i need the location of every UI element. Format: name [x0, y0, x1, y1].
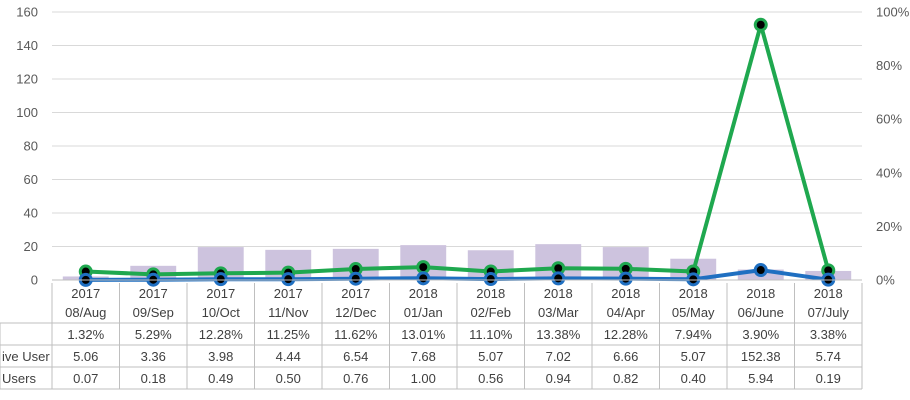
table-cell-value: 3.90% — [742, 327, 779, 342]
table-cell-value: 3.36 — [141, 349, 166, 364]
table-cell-value: 12.28% — [199, 327, 244, 342]
line-series — [78, 17, 836, 287]
line-point — [551, 271, 566, 286]
category-year-label: 2018 — [544, 286, 573, 301]
line-point — [483, 272, 498, 287]
y-left-tick-label: 60 — [24, 172, 38, 187]
category-month-label: 11/Nov — [268, 305, 309, 320]
category-year-label: 2017 — [139, 286, 168, 301]
table-cell-value: 13.01% — [401, 327, 446, 342]
table-cell-value: 4.44 — [276, 349, 301, 364]
table-cell-value: 0.82 — [613, 371, 638, 386]
line-point — [686, 272, 701, 287]
y-left-tick-label: 80 — [24, 139, 38, 154]
table-cell-value: 6.54 — [343, 349, 368, 364]
line-point — [416, 260, 431, 275]
y-left-tick-label: 140 — [16, 38, 38, 53]
table-cell-value: 0.18 — [141, 371, 166, 386]
table-cell-value: 0.76 — [343, 371, 368, 386]
category-month-label: 05/May — [672, 305, 715, 320]
line-point — [753, 263, 768, 278]
table-cell-value: 12.28% — [604, 327, 649, 342]
y-right-tick-label: 60% — [876, 112, 902, 127]
category-month-label: 10/Oct — [202, 305, 241, 320]
table-cell-value: 11.25% — [267, 327, 311, 342]
table-cell-value: 6.66 — [613, 349, 638, 364]
table-cell-value: 5.29% — [135, 327, 172, 342]
table-cell-value: 152.38 — [741, 349, 781, 364]
table-cell-value: 0.49 — [208, 371, 233, 386]
category-month-label: 02/Feb — [471, 305, 511, 320]
category-month-label: 06/June — [738, 305, 784, 320]
category-year-label: 2018 — [409, 286, 438, 301]
series-line — [85, 268, 829, 282]
line-point — [213, 272, 228, 287]
category-month-label: 03/Mar — [538, 305, 579, 320]
table-cell-value: 0.94 — [546, 371, 571, 386]
category-year-label: 2017 — [274, 286, 303, 301]
table-cell-value: 13.38% — [536, 327, 581, 342]
category-year-label: 2017 — [71, 286, 100, 301]
table-cell-value: 11.62% — [334, 327, 378, 342]
category-year-label: 2018 — [814, 286, 843, 301]
category-year-label: 2018 — [679, 286, 708, 301]
table-cell-value: 0.50 — [276, 371, 301, 386]
table-cell-value: 5.07 — [478, 349, 503, 364]
table-cell-value: 11.10% — [469, 327, 513, 342]
y-left-tick-label: 160 — [16, 5, 38, 20]
table-row-label: ive User — [2, 349, 50, 364]
y-left-tick-label: 120 — [16, 72, 38, 87]
table-cell-value: 0.40 — [681, 371, 706, 386]
y-left-tick-label: 20 — [24, 239, 38, 254]
table-cell-value: 7.94% — [675, 327, 712, 342]
table-cell-value: 0.07 — [73, 371, 98, 386]
gridlines — [52, 11, 862, 247]
table-row-label: Users — [2, 371, 36, 386]
table-cell-value: 5.07 — [681, 349, 706, 364]
category-year-label: 2017 — [341, 286, 370, 301]
category-year-label: 2018 — [746, 286, 775, 301]
category-year-label: 2017 — [206, 286, 235, 301]
category-month-label: 07/July — [808, 305, 850, 320]
data-table: 2017 08/Aug 2017 09/Sep 2017 10/Oct 2017 11/Nov… — [0, 283, 863, 390]
series-line — [85, 22, 831, 277]
category-year-label: 2018 — [611, 286, 640, 301]
line-point — [753, 17, 768, 32]
category-month-label: 04/Apr — [607, 305, 646, 320]
table-cell-value: 7.68 — [411, 349, 436, 364]
table-cell-value: 3.38% — [810, 327, 847, 342]
y-left-tick-label: 40 — [24, 206, 38, 221]
y-right-tick-label: 80% — [876, 58, 902, 73]
table-cell-value: 7.02 — [546, 349, 571, 364]
category-month-label: 12/Dec — [335, 305, 377, 320]
table-cell-value: 0.19 — [816, 371, 841, 386]
table-cell-value: 5.74 — [816, 349, 841, 364]
category-month-label: 08/Aug — [65, 305, 106, 320]
y-right-tick-label: 40% — [876, 165, 902, 180]
table-cell-value: 5.94 — [748, 371, 773, 386]
table-cell-value: 3.98 — [208, 349, 233, 364]
category-month-label: 01/Jan — [404, 305, 443, 320]
y-right-tick-label: 20% — [876, 219, 902, 234]
table-cell-value: 1.32% — [67, 327, 104, 342]
category-month-label: 09/Sep — [133, 305, 174, 320]
y-left-tick-label: 0 — [31, 273, 38, 288]
y-left-tick-label: 100 — [16, 105, 38, 120]
y-right-tick-label: 100% — [876, 5, 910, 20]
line-point — [281, 272, 296, 287]
table-cell-value: 1.00 — [411, 371, 436, 386]
line-point — [348, 271, 363, 286]
category-year-label: 2018 — [476, 286, 505, 301]
axis-ticks: 0 20 40 60 80 100 120 140 160 0% 20% 40% 60% 80% 100% — [16, 5, 909, 288]
table-cell-value: 5.06 — [73, 349, 98, 364]
table-cell-value: 0.56 — [478, 371, 503, 386]
line-point — [618, 271, 633, 286]
line-point — [416, 271, 431, 286]
y-right-tick-label: 0% — [876, 273, 895, 288]
